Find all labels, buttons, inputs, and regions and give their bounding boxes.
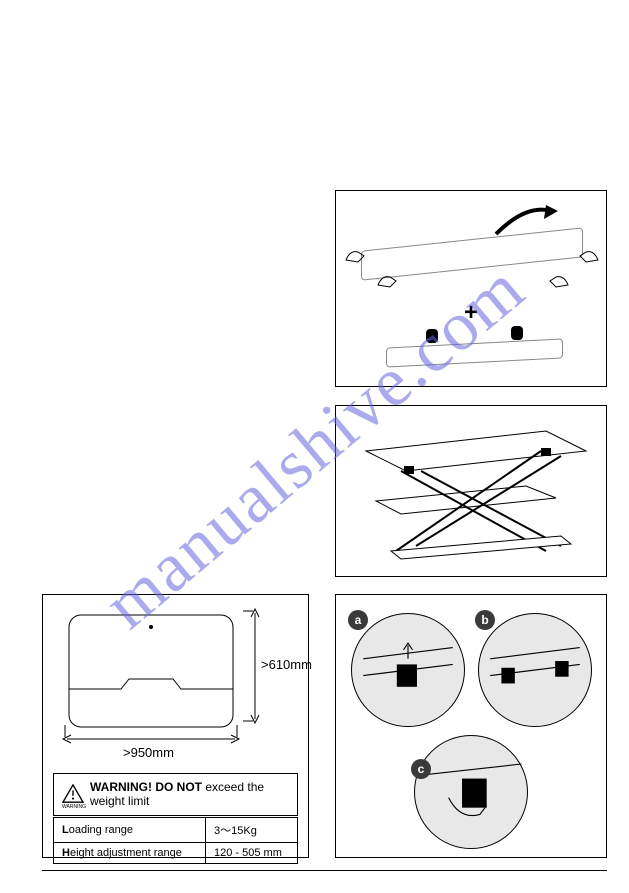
warning-strong: WARNING! DO NOT [90, 780, 202, 794]
spec-value-1: 120 - 505 mm [206, 843, 298, 864]
table-row: Height adjustment range 120 - 505 mm [54, 843, 298, 864]
detail-circle-a [351, 613, 465, 727]
detail-circle-b [478, 613, 592, 727]
spec-value-0: 3～15Kg [206, 818, 298, 843]
warning-text: WARNING! DO NOT exceed the weight limit [90, 780, 264, 809]
sketch-bracket [511, 326, 523, 340]
plus-symbol: + [464, 299, 478, 327]
warning-rest-2: weight limit [90, 794, 149, 808]
detail-circle-c [414, 735, 528, 849]
hand-icon [576, 246, 600, 264]
arrow-lift-icon [486, 199, 566, 239]
panel-assembled-view [335, 405, 607, 577]
sketch-tray [386, 338, 563, 367]
warning-rest-1: exceed the [202, 780, 264, 794]
panel-specs: >610mm >950mm WARNING WARNING! DO NOT ex… [42, 594, 309, 858]
hand-icon [344, 246, 368, 264]
dimension-width-label: >950mm [123, 745, 174, 760]
step-badge-c: c [411, 759, 431, 779]
spec-table: LLoading rangeoading range 3～15Kg Height… [53, 817, 298, 864]
warning-icon-label: WARNING [62, 804, 84, 810]
table-row: LLoading rangeoading range 3～15Kg [54, 818, 298, 843]
sketch-top-view [61, 607, 241, 742]
step-badge-a: a [348, 610, 368, 630]
panel-detail-steps: a b c [335, 594, 607, 858]
warning-icon: WARNING [62, 784, 84, 804]
panel-assembly-step1: + [335, 190, 607, 387]
footer-rule [42, 870, 607, 871]
hand-icon [546, 271, 570, 289]
dimension-height-label: >610mm [261, 657, 312, 672]
hand-icon [376, 271, 400, 289]
sketch-bracket [426, 329, 438, 343]
sketch-standing-desk [346, 416, 596, 566]
step-badge-b: b [475, 610, 495, 630]
warning-box: WARNING WARNING! DO NOT exceed the weigh… [53, 773, 298, 816]
